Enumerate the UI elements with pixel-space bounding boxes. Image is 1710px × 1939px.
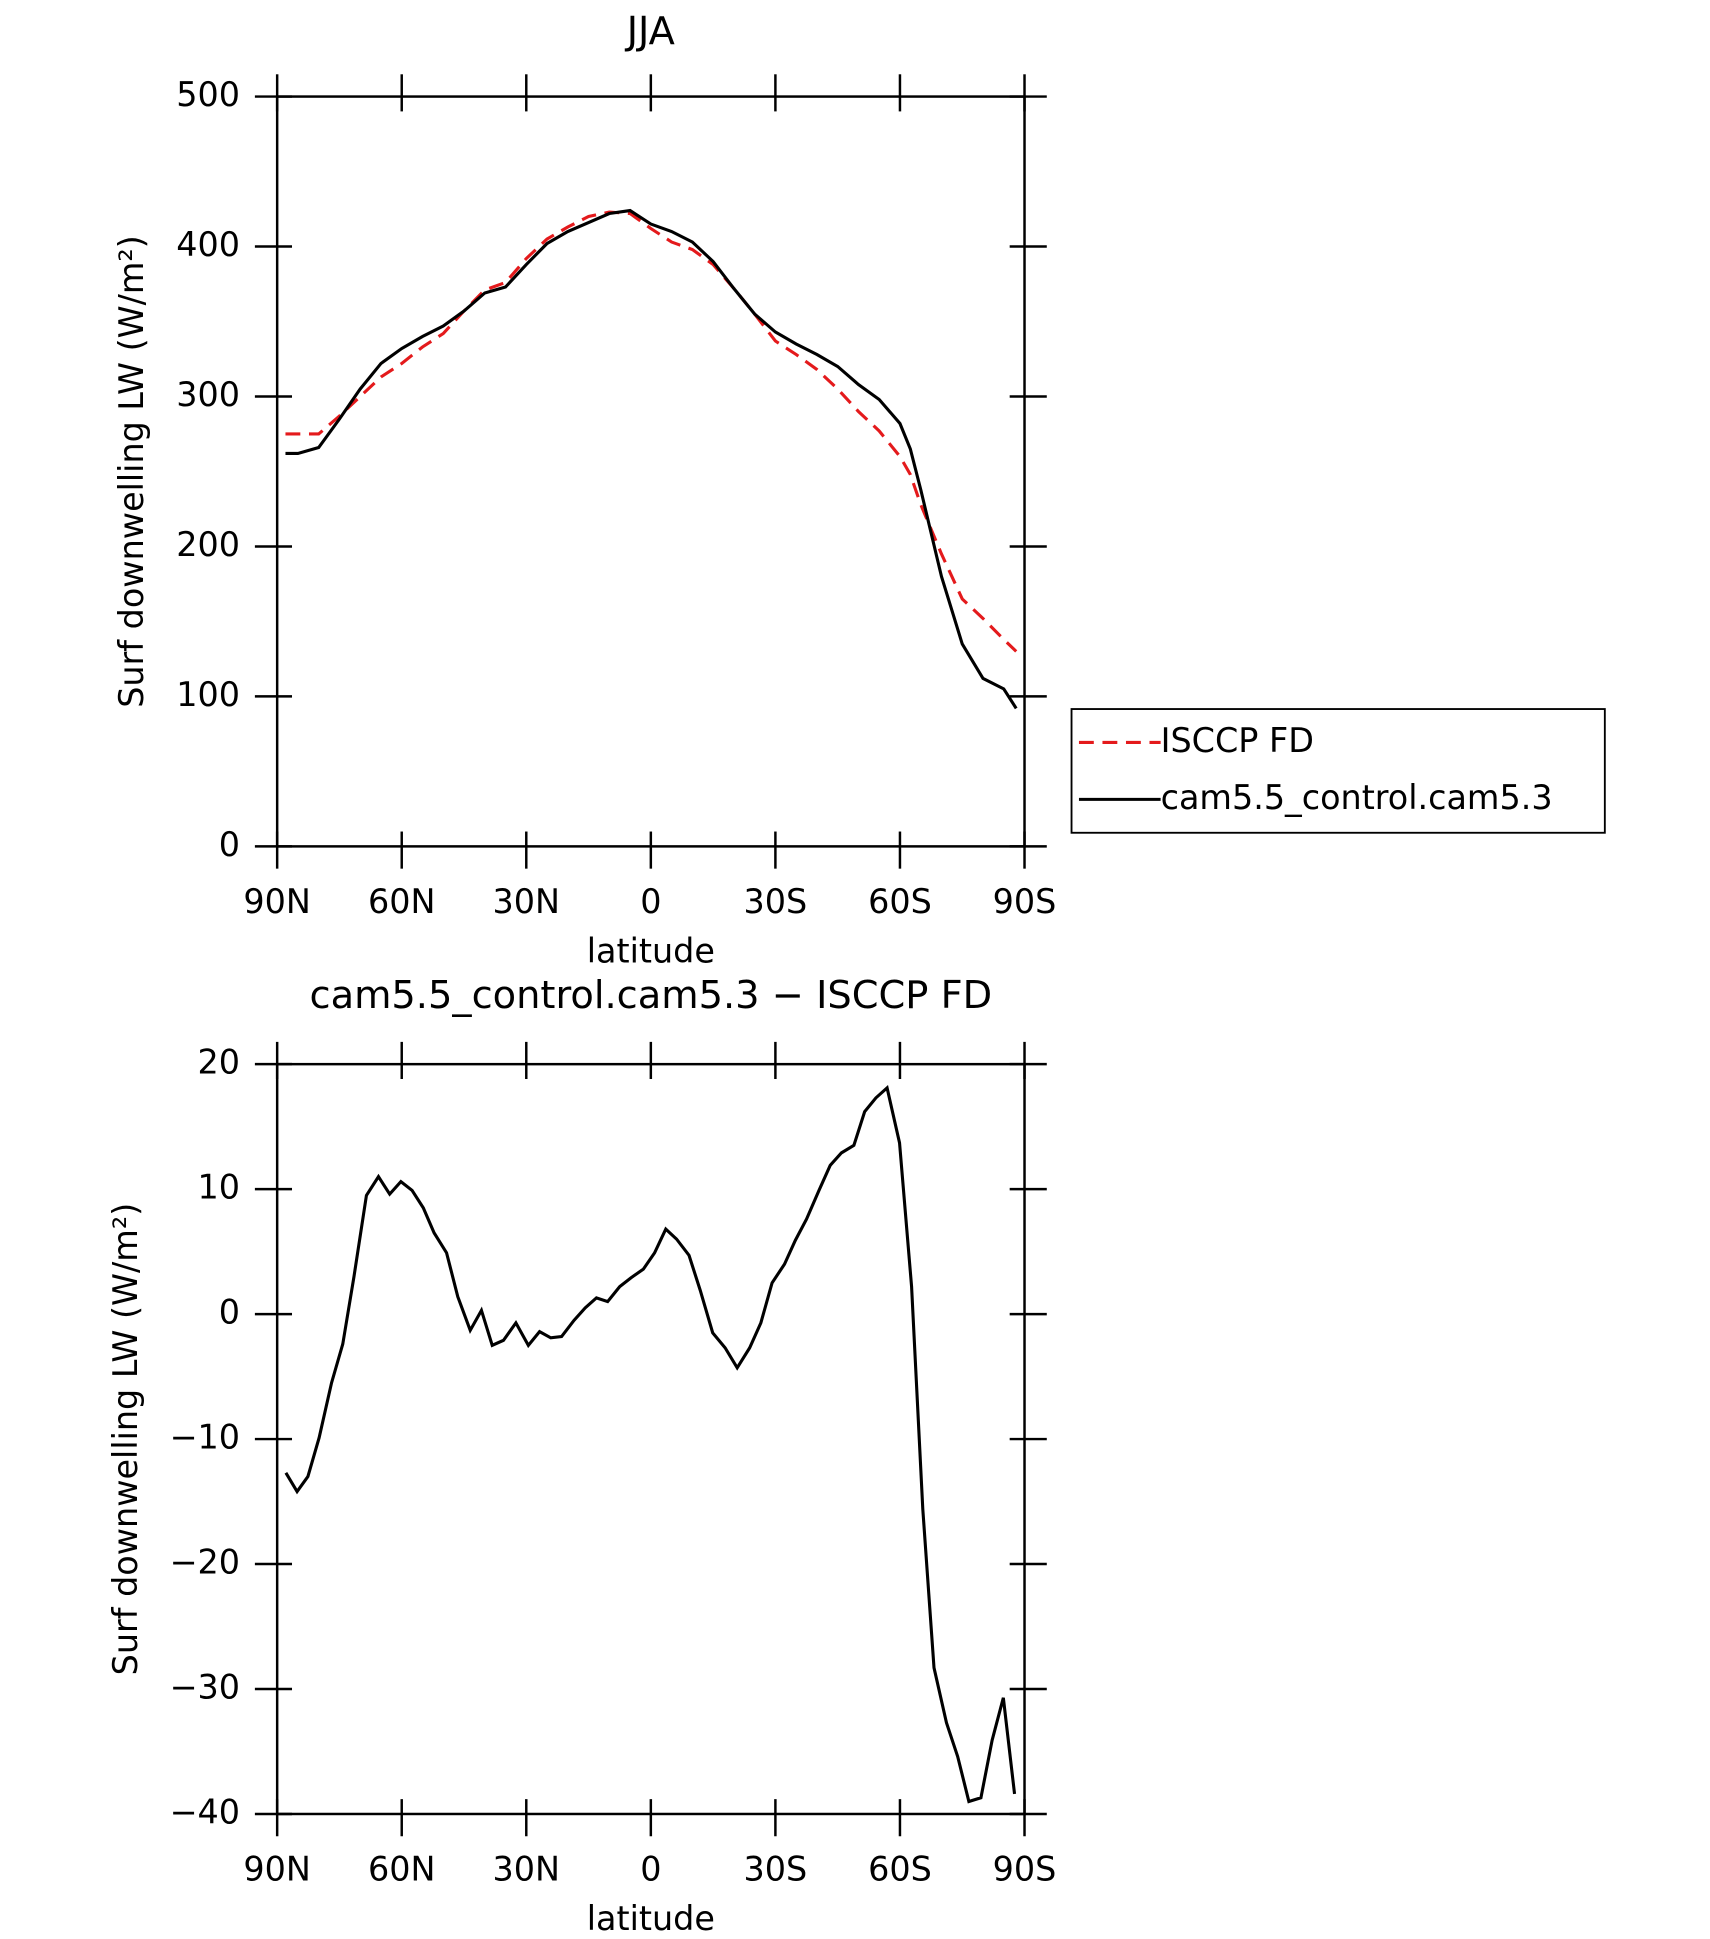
y-tick-label: −10: [170, 1418, 240, 1457]
x-axis-label: latitude: [587, 1899, 715, 1938]
x-tick-label: 30N: [493, 1849, 560, 1888]
x-tick-label: 60S: [868, 882, 932, 921]
data-line: [285, 210, 1018, 653]
legend-label: cam5.5_control.cam5.3: [1161, 778, 1553, 817]
x-tick-label: 0: [640, 1849, 661, 1888]
x-tick-label: 60S: [868, 1849, 932, 1888]
x-tick-label: 30N: [493, 882, 560, 921]
x-tick-label: 60N: [368, 882, 435, 921]
y-tick-label: −20: [170, 1543, 240, 1582]
chart-title: cam5.5_control.cam5.3 − ISCCP FD: [309, 973, 992, 1018]
x-tick-label: 90N: [243, 1849, 310, 1888]
y-tick-label: −30: [170, 1668, 240, 1707]
y-axis-label: Surf downwelling LW (W/m²): [106, 1203, 145, 1676]
data-line: [284, 1085, 1017, 1804]
y-tick-label: 10: [198, 1168, 240, 1207]
x-tick-label: 90N: [243, 882, 310, 921]
y-tick-label: 400: [176, 225, 240, 264]
y-axis-label: Surf downwelling LW (W/m²): [112, 235, 151, 708]
x-tick-label: 90S: [993, 1849, 1057, 1888]
y-tick-label: 100: [176, 675, 240, 714]
x-axis-label: latitude: [587, 931, 715, 970]
x-tick-label: 90S: [993, 882, 1057, 921]
legend-box: [1070, 708, 1606, 834]
y-tick-label: 0: [219, 825, 240, 864]
x-tick-label: 30S: [744, 1849, 808, 1888]
y-tick-label: 0: [219, 1293, 240, 1332]
plot-frame: [275, 1062, 1026, 1816]
x-tick-label: 60N: [368, 1849, 435, 1888]
x-tick-label: 0: [640, 882, 661, 921]
chart-title: JJA: [625, 9, 675, 54]
y-tick-label: 500: [176, 75, 240, 114]
legend-label: ISCCP FD: [1161, 721, 1314, 760]
y-tick-label: −40: [170, 1792, 240, 1831]
plot-frame: [275, 95, 1026, 848]
y-tick-label: 200: [176, 525, 240, 564]
y-tick-label: 300: [176, 375, 240, 414]
data-line: [285, 208, 1018, 710]
y-tick-label: 20: [198, 1043, 240, 1082]
x-tick-label: 30S: [744, 882, 808, 921]
